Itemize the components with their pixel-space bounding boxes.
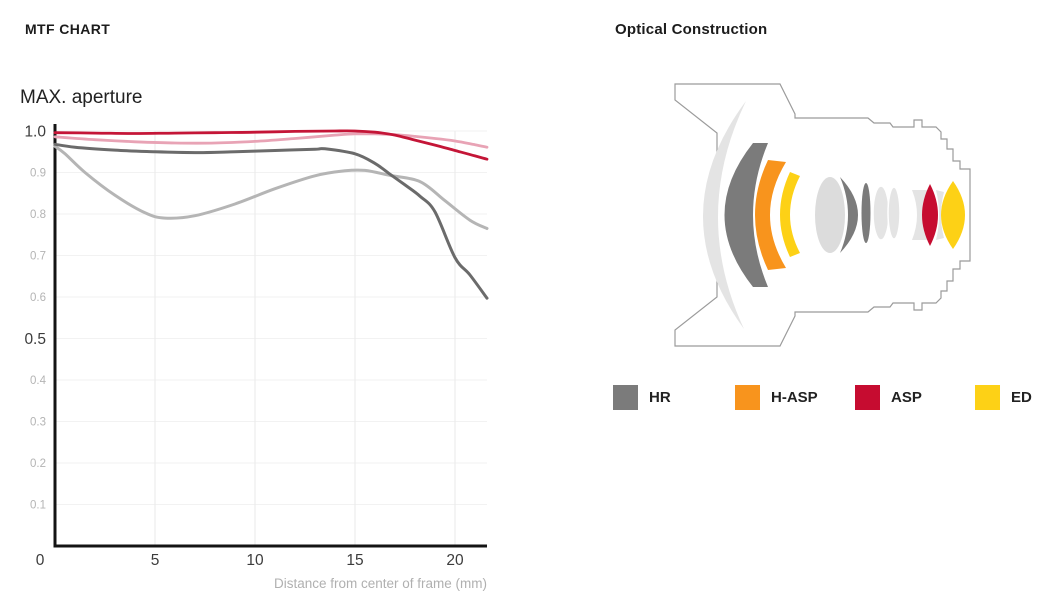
doublet-element-2 [887,186,901,240]
optical-construction-title: Optical Construction [615,21,768,38]
y-tick-minor: 0.7 [30,251,46,263]
series-red-curve [53,129,489,161]
x-tick: 15 [346,552,363,569]
legend-item-hasp: H-ASP [735,385,818,410]
ed-swatch [975,385,1000,410]
ed-label: ED [1011,389,1032,406]
hasp-label: H-ASP [771,389,818,406]
hr-swatch [613,385,638,410]
y-tick-major: 1.0 [24,124,46,141]
lens-barrel-outline [674,83,971,347]
legend-item-ed: ED [975,385,1032,410]
mtf-chart-title: MTF CHART [25,21,111,37]
y-tick-minor: 0.6 [30,292,46,304]
asp-swatch [855,385,880,410]
front-element [702,101,746,329]
y-tick-minor: 0.8 [30,209,46,221]
legend-item-hr: HR [613,385,671,410]
asp-element [922,184,938,246]
hr-label: HR [649,389,671,406]
y-tick-minor: 0.1 [30,500,46,512]
ed-rear-element [941,181,965,249]
mtf-subtitle: MAX. aperture [20,87,143,108]
asp-label: ASP [891,389,922,406]
series-pink-curve [53,132,489,149]
y-tick-minor: 0.2 [30,458,46,470]
doublet-element-1 [872,185,890,241]
y-tick-minor: 0.3 [30,417,46,429]
ed-front-element [780,172,800,257]
x-tick: 5 [151,552,160,569]
x-tick: 10 [246,552,264,569]
optical-legend: HR H-ASP ASP ED [0,385,1050,415]
y-tick-minor: 0.4 [30,375,47,387]
series-dark-gray-curve [53,142,489,300]
mid-glass-element [815,177,845,253]
hr-mid-element [840,177,858,253]
series-light-gray-curve [53,144,489,230]
x-tick: 20 [446,552,464,569]
mtf-chart: 1.0 0.5 0.9 0.8 0.7 0.6 0.4 0.3 0.2 0.1 0 5 10 15 20 Di… [24,124,489,591]
x-axis-title: Distance from center of frame (mm) [274,576,487,591]
y-tick-minor: 0.9 [30,168,46,180]
x-tick: 0 [36,552,45,569]
legend-item-asp: ASP [855,385,922,410]
rear-glass-sliver [936,190,944,240]
y-tick-major: 0.5 [24,331,46,348]
hasp-meniscus-element [755,160,786,270]
hasp-swatch [735,385,760,410]
hr-meniscus-element [724,143,768,287]
hr-small-element [861,183,871,243]
lens-diagram [674,83,971,347]
